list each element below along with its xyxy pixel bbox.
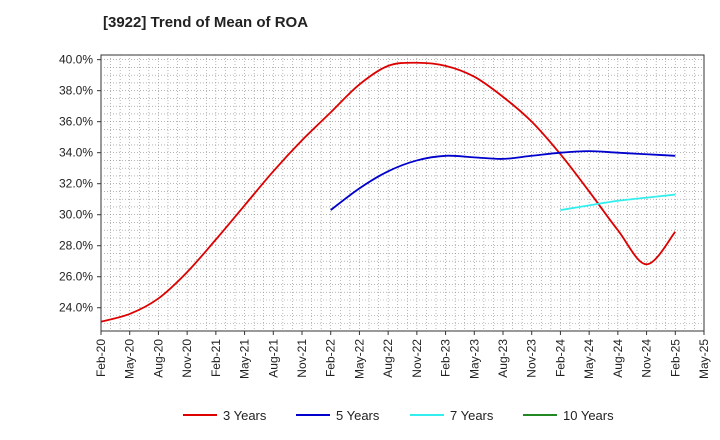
- x-tick-label: Feb-23: [439, 339, 453, 377]
- x-tick-label: Aug-21: [266, 339, 280, 378]
- x-tick-label: Nov-22: [410, 339, 424, 378]
- y-tick-label: 40.0%: [59, 53, 93, 67]
- x-tick-label: May-25: [697, 339, 711, 379]
- series-line-7-years: [560, 193, 676, 211]
- chart-title: [3922] Trend of Mean of ROA: [103, 14, 309, 31]
- x-tick-label: Feb-21: [209, 339, 223, 377]
- y-axis-ticks: 24.0% 26.0% 28.0% 30.0% 32.0% 34.0% 36.0% 38.0%…: [59, 53, 101, 315]
- x-axis-ticks: Feb-20 May-20 Aug-20 Nov-20 Feb-21 May-21 Aug-…: [94, 331, 711, 379]
- y-tick-label: 36.0%: [59, 115, 93, 129]
- x-tick-label: Aug-20: [151, 339, 165, 378]
- y-tick-label: 34.0%: [59, 146, 93, 160]
- y-tick-label: 32.0%: [59, 177, 93, 191]
- legend-label-7-years: 7 Years: [450, 408, 494, 423]
- x-tick-label: Feb-24: [553, 339, 567, 377]
- legend-label-10-years: 10 Years: [563, 408, 614, 423]
- legend-label-5-years: 5 Years: [336, 408, 380, 423]
- x-tick-label: Aug-23: [496, 339, 510, 378]
- legend-label-3-years: 3 Years: [223, 408, 267, 423]
- x-tick-label: Nov-24: [640, 339, 654, 378]
- y-tick-label: 24.0%: [59, 301, 93, 315]
- plot-frame: [100, 54, 705, 332]
- x-tick-label: Nov-21: [295, 339, 309, 378]
- x-tick-label: Aug-24: [611, 339, 625, 378]
- y-tick-label: 30.0%: [59, 208, 93, 222]
- gridlines: [101, 55, 704, 331]
- x-tick-label: May-24: [582, 339, 596, 379]
- x-tick-label: Nov-23: [525, 339, 539, 378]
- x-tick-label: Feb-22: [324, 339, 338, 377]
- series-layer: [100, 61, 676, 323]
- y-tick-label: 28.0%: [59, 239, 93, 253]
- y-tick-label: 26.0%: [59, 270, 93, 284]
- x-tick-label: May-22: [352, 339, 366, 379]
- x-tick-label: Feb-25: [668, 339, 682, 377]
- y-tick-label: 38.0%: [59, 84, 93, 98]
- x-tick-label: Feb-20: [94, 339, 108, 377]
- x-tick-label: Aug-22: [381, 339, 395, 378]
- x-tick-label: May-21: [238, 339, 252, 379]
- legend: 3 Years 5 Years 7 Years 10 Years: [183, 408, 614, 423]
- x-tick-label: Nov-20: [180, 339, 194, 378]
- series-line-3-years: [100, 61, 676, 323]
- series-line-5-years: [330, 150, 676, 211]
- x-tick-label: May-23: [467, 339, 481, 379]
- x-tick-label: May-20: [123, 339, 137, 379]
